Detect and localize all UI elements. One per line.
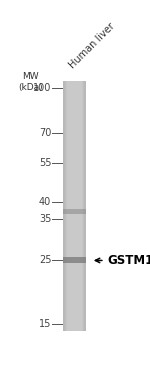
Bar [65,81,84,331]
Bar [63,209,86,214]
Text: 100: 100 [33,84,51,94]
Bar [67,81,82,331]
Text: Human liver: Human liver [68,21,117,71]
Bar [63,81,86,331]
Bar [64,81,85,331]
Text: 25: 25 [39,256,51,265]
Bar [66,81,83,331]
Text: 15: 15 [39,319,51,329]
Text: 70: 70 [39,128,51,138]
Text: 55: 55 [39,158,51,168]
Bar [66,81,83,331]
Bar [63,257,86,263]
Bar [65,81,84,331]
Text: 40: 40 [39,197,51,207]
Text: GSTM1: GSTM1 [107,254,150,267]
Text: 35: 35 [39,214,51,224]
Text: MW
(kDa): MW (kDa) [18,72,43,92]
Bar [63,81,86,331]
Bar [63,81,86,331]
